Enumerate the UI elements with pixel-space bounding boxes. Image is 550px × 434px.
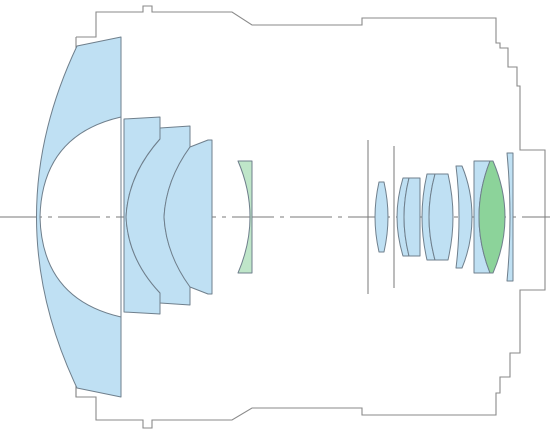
lens-element-14: [506, 152, 514, 282]
lens-element-4: [163, 139, 213, 295]
aperture-stops: [367, 140, 395, 294]
lens-barrel: [75, 5, 546, 429]
lens-element-1: [36, 36, 122, 398]
lens-element-10: [428, 173, 454, 261]
lens-element-13: [478, 160, 506, 274]
barrel-lower-outline: [75, 217, 546, 429]
lens-element-5: [237, 160, 253, 274]
lens-element-6: [374, 181, 389, 253]
lens-elements: [36, 36, 514, 398]
barrel-upper-outline: [76, 5, 546, 217]
lens-element-11: [455, 165, 473, 269]
lens-element-8: [403, 177, 421, 257]
